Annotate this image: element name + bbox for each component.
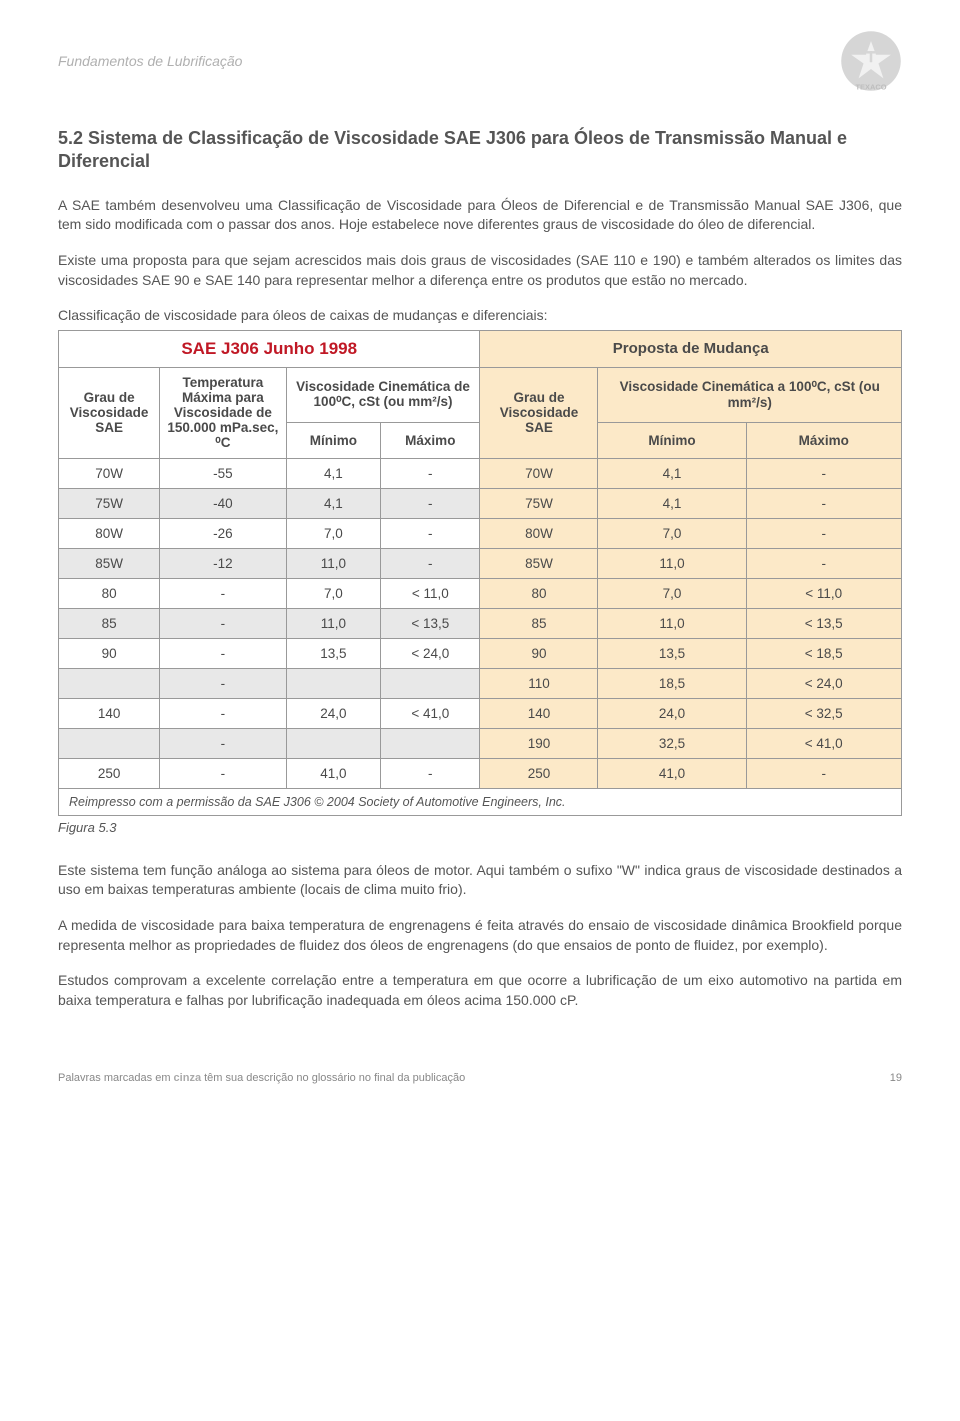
paragraph-1: A SAE também desenvolveu uma Classificaç…	[58, 196, 902, 235]
svg-text:TEXACO: TEXACO	[856, 83, 887, 92]
col-visc-kin-left: Viscosidade Cinemática de 100⁰C, cSt (ou…	[286, 367, 480, 422]
table-header-left: SAE J306 Junho 1998	[59, 330, 480, 367]
table-row: 80W -26 7,0 - 80W 7,0 -	[59, 518, 902, 548]
table-footnote: Reimpresso com a permissão da SAE J306 ©…	[59, 788, 902, 815]
paragraph-6: Estudos comprovam a excelente correlação…	[58, 971, 902, 1010]
table-row: 140 - 24,0 < 41,0 140 24,0 < 32,5	[59, 698, 902, 728]
page-footer: Palavras marcadas em cinza têm sua descr…	[58, 1072, 902, 1084]
col-grau-sae-right: Grau de Viscosidade SAE	[480, 367, 598, 458]
col-max-left: Máximo	[381, 422, 480, 458]
paragraph-3: Classificação de viscosidade para óleos …	[58, 306, 902, 326]
table-row: 80 - 7,0 < 11,0 80 7,0 < 11,0	[59, 578, 902, 608]
page-number: 19	[890, 1072, 902, 1084]
running-title: Fundamentos de Lubrificação	[58, 53, 242, 69]
section-title: 5.2 Sistema de Classificação de Viscosid…	[58, 127, 902, 174]
col-max-right: Máximo	[746, 422, 902, 458]
figure-label: Figura 5.3	[58, 820, 902, 835]
table-row: 85 - 11,0 < 13,5 85 11,0 < 13,5	[59, 608, 902, 638]
paragraph-2: Existe uma proposta para que sejam acres…	[58, 251, 902, 290]
table-row: - 190 32,5 < 41,0	[59, 728, 902, 758]
table-row: - 110 18,5 < 24,0	[59, 668, 902, 698]
col-min-left: Mínimo	[286, 422, 381, 458]
table-row: 90 - 13,5 < 24,0 90 13,5 < 18,5	[59, 638, 902, 668]
col-grau-sae-left: Grau de Viscosidade SAE	[59, 367, 160, 458]
col-temp-max: Temperatura Máxima para Viscosidade de 1…	[160, 367, 286, 458]
page-header: Fundamentos de Lubrificação TEXACO	[58, 30, 902, 92]
paragraph-4: Este sistema tem função análoga ao siste…	[58, 861, 902, 900]
table-row: 85W -12 11,0 - 85W 11,0 -	[59, 548, 902, 578]
viscosity-table: SAE J306 Junho 1998 Proposta de Mudança …	[58, 330, 902, 816]
table-row: 75W -40 4,1 - 75W 4,1 -	[59, 488, 902, 518]
table-row: 70W -55 4,1 - 70W 4,1 -	[59, 458, 902, 488]
texaco-logo: TEXACO	[840, 30, 902, 92]
table-row: 250 - 41,0 - 250 41,0 -	[59, 758, 902, 788]
col-visc-kin-right: Viscosidade Cinemática a 100⁰C, cSt (ou …	[598, 367, 902, 422]
paragraph-5: A medida de viscosidade para baixa tempe…	[58, 916, 902, 955]
col-min-right: Mínimo	[598, 422, 746, 458]
table-header-right: Proposta de Mudança	[480, 330, 902, 367]
footer-text: Palavras marcadas em cinza têm sua descr…	[58, 1072, 465, 1084]
